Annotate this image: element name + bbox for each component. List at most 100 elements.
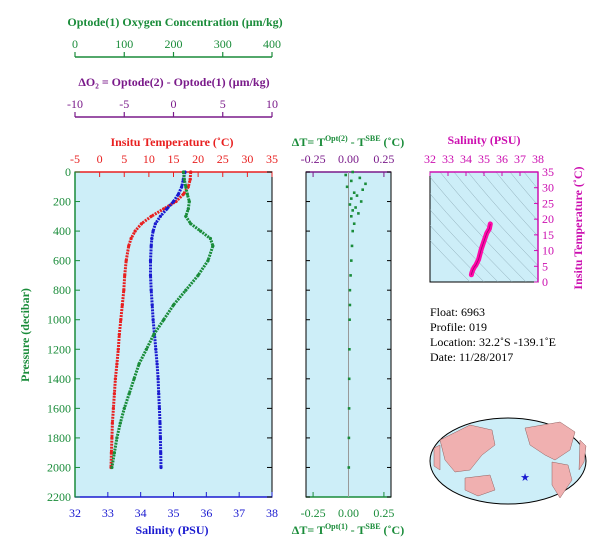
temperature-point — [181, 192, 185, 196]
temperature-point — [186, 185, 190, 189]
oxygen-point — [182, 177, 186, 181]
delta-o2-tick-label: 0 — [171, 97, 177, 111]
map-float-marker: ★ — [520, 472, 530, 484]
salinity-point — [159, 451, 163, 455]
salinity-point — [151, 229, 155, 233]
location-map: ★ — [429, 417, 587, 505]
ts-contour-line — [453, 172, 538, 266]
temperature-point — [149, 214, 153, 218]
delta-t-point — [361, 188, 364, 191]
salinity-point — [157, 406, 161, 410]
delta-t-series — [344, 170, 367, 469]
oxygen-point — [144, 347, 148, 351]
temperature-tick-label: -5 — [70, 152, 80, 166]
temperature-point — [110, 421, 114, 425]
delta-t-point — [344, 173, 347, 177]
map-land — [433, 421, 587, 499]
delta-o2-tick-label: -10 — [67, 97, 83, 111]
ts-contour-line — [430, 193, 513, 282]
salinity-axis-label: Salinity (PSU) — [135, 523, 208, 537]
ts-contour-line — [594, 172, 608, 292]
ts-salinity-tick-label: 37 — [514, 152, 526, 166]
delta-t-point — [348, 303, 352, 307]
salinity-tick-label: 36 — [200, 506, 212, 520]
temperature-point — [124, 259, 128, 263]
map-australia — [464, 474, 496, 497]
info-date: Date: 11/28/2017 — [430, 350, 514, 364]
temperature-point — [122, 288, 126, 292]
ts-series-core — [471, 223, 491, 275]
delta-o2-tick-label: -5 — [119, 97, 129, 111]
oxygen-point — [186, 207, 190, 211]
oxygen-point — [211, 244, 215, 248]
oxygen-point — [189, 222, 193, 226]
salinity-point — [165, 207, 169, 211]
delta-t-point — [349, 274, 352, 277]
temperature-point — [115, 362, 119, 366]
delta-t-point — [355, 194, 359, 197]
ts-salinity-axis-label: Salinity (PSU) — [447, 133, 520, 147]
temperature-axis-label: Insitu Temperature (˚C) — [110, 135, 233, 149]
pressure-tick-label: 1800 — [47, 431, 71, 445]
oxygen-point — [112, 451, 116, 455]
temperature-tick-label: 0 — [97, 152, 103, 166]
delta-t-point — [347, 466, 351, 469]
ts-plot-area — [429, 171, 539, 283]
temperature-point — [162, 207, 166, 211]
temperature-tick-label: 5 — [121, 152, 127, 166]
salinity-point — [155, 362, 159, 366]
oxygen-point — [181, 170, 185, 174]
delta-t-point — [347, 436, 351, 440]
delta-t-bottom-label: ΔT= TOpt(1) - TSBE (˚C) — [292, 522, 404, 537]
delta-o2-tick-label: 5 — [220, 97, 226, 111]
delta-t-point — [348, 348, 351, 351]
salinity-tick-label: 38 — [266, 506, 278, 520]
delta-t-top-tick-label: 0.00 — [338, 152, 359, 166]
temperature-point — [113, 377, 117, 381]
pressure-tick-label: 2200 — [47, 490, 71, 504]
delta-t-point — [348, 203, 352, 206]
salinity-point — [156, 377, 160, 381]
temperature-tick-label: 35 — [266, 152, 278, 166]
ts-salinity-tick-label: 38 — [532, 152, 544, 166]
temperature-point — [127, 244, 131, 248]
temperature-point — [120, 303, 124, 307]
info-profile: Profile: 019 — [430, 320, 487, 334]
oxygen-point — [122, 406, 126, 410]
delta-t-top-tick-label: 0.25 — [373, 152, 394, 166]
ts-contour-line — [430, 176, 527, 282]
temperature-point — [110, 436, 114, 440]
ts-contour-line — [430, 240, 471, 282]
delta-t-point — [350, 179, 353, 183]
main-plot-area — [74, 171, 273, 498]
delta-t-point — [348, 288, 352, 292]
salinity-point — [151, 318, 155, 322]
delta-t-point — [345, 185, 349, 189]
salinity-tick-label: 34 — [135, 506, 147, 520]
ts-salinity-tick-label: 34 — [460, 152, 472, 166]
salinity-point — [150, 236, 154, 241]
salinity-tick-label: 37 — [233, 506, 245, 520]
temperature-point — [119, 318, 123, 322]
map-europe-africa — [578, 439, 587, 471]
ts-contour-line — [481, 172, 538, 237]
temperature-point — [139, 222, 144, 226]
delta-t-point — [358, 176, 362, 180]
ts-temperature-tick-label: 10 — [542, 244, 554, 258]
temperature-point — [117, 332, 121, 337]
pressure-tick-label: 1400 — [47, 372, 71, 386]
temperature-point — [129, 236, 133, 241]
ts-contour-line — [509, 172, 538, 206]
delta-t-point — [351, 209, 354, 212]
delta-o2-axis-label: ΔO₂ = Optode(2) - Optode(1) (µm/kg) — [78, 75, 269, 89]
salinity-point — [148, 259, 153, 263]
oxygen-point — [115, 436, 119, 440]
delta-t-axis-ticks: -0.25 -0.25 0.00 0.00 0.25 0.25 — [301, 152, 395, 520]
pressure-tick-label: 600 — [53, 254, 71, 268]
oxygen-point — [137, 362, 141, 366]
info-location: Location: 32.2˚S -139.1˚E — [430, 335, 556, 349]
temperature-point — [189, 170, 193, 174]
pressure-tick-label: 800 — [53, 283, 71, 297]
oxygen-point — [196, 273, 200, 277]
oxygen-point — [208, 236, 212, 241]
